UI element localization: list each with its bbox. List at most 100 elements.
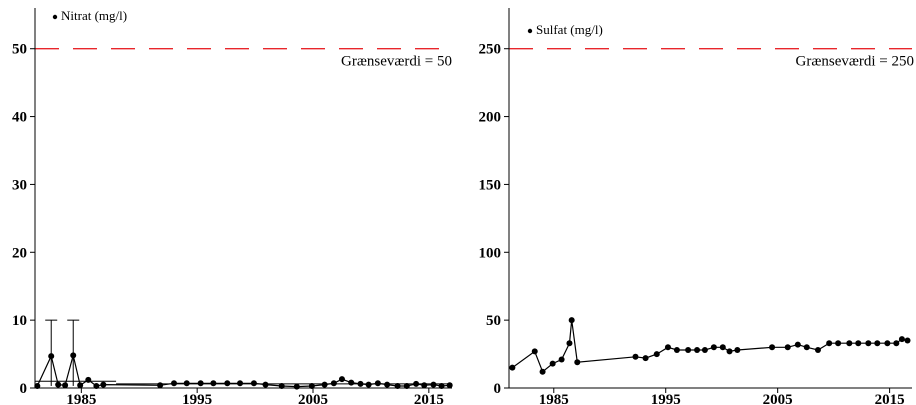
sulfat-data-point	[846, 340, 853, 347]
nitrat-data-point	[394, 382, 401, 389]
nitrat-data-point	[338, 376, 345, 383]
sulfat-data-point	[531, 348, 538, 355]
nitrat-data-point	[157, 382, 164, 389]
nitrat-data-point	[403, 382, 410, 389]
sulfat-y-tick-label: 100	[479, 245, 502, 261]
nitrat-data-point	[197, 380, 204, 387]
nitrat-data-point	[183, 380, 190, 387]
sulfat-ticks: 0 50 100 150 200 250 1985 1995 2005 2015	[479, 42, 905, 405]
sulfat-data-point	[568, 317, 575, 324]
nitrat-data-point	[446, 382, 453, 389]
sulfat-x-tick-label: 2005	[763, 392, 793, 405]
sulfat-data-point	[685, 347, 692, 353]
nitrat-data-point	[100, 381, 107, 388]
nitrat-series	[34, 352, 453, 390]
nitrat-y-tick-label: 0	[20, 381, 28, 397]
sulfat-data-point	[904, 337, 911, 344]
nitrat-legend: Nitrat (mg/l)	[52, 8, 127, 23]
nitrat-data-point	[308, 382, 315, 389]
nitrat-legend-marker	[52, 14, 58, 20]
sulfat-data-point	[855, 340, 862, 347]
sulfat-data-point	[769, 344, 776, 351]
nitrat-y-tick-label: 40	[12, 110, 27, 126]
nitrat-data-point	[293, 383, 300, 390]
nitrat-x-tick-label: 2005	[298, 392, 328, 405]
nitrat-x-tick-label: 1985	[66, 392, 96, 405]
nitrat-y-tick-label: 20	[12, 245, 27, 261]
nitrat-data-point	[48, 353, 55, 360]
nitrat-data-point	[321, 381, 328, 388]
sulfat-data-point	[549, 360, 556, 367]
sulfat-data-point	[826, 340, 833, 347]
sulfat-x-tick-label: 2015	[875, 392, 905, 405]
nitrat-legend-label: Nitrat (mg/l)	[61, 8, 127, 23]
sulfat-y-tick-label: 200	[479, 110, 502, 126]
sulfat-y-tick-label: 150	[479, 177, 502, 193]
nitrat-data-point	[85, 376, 92, 383]
nitrat-axes	[34, 8, 452, 389]
nitrat-y-tick-label: 50	[12, 42, 27, 58]
nitrat-data-point	[278, 382, 285, 389]
nitrat-data-point	[93, 382, 100, 389]
sulfat-data-point	[874, 340, 881, 347]
nitrat-data-point	[384, 381, 391, 388]
nitrat-data-point	[62, 382, 69, 389]
sulfat-data-point	[719, 344, 726, 351]
sulfat-legend: Sulfat (mg/l)	[527, 22, 603, 37]
nitrat-data-point	[250, 380, 257, 387]
nitrat-data-point	[413, 380, 420, 387]
nitrat-data-point	[262, 381, 269, 388]
nitrat-chart: Grænseværdi = 50 Nitrat (mg/l) 0 10 20 30 40…	[12, 8, 453, 405]
sulfat-data-point	[632, 353, 639, 360]
sulfat-chart: Grænseværdi = 250 Sulfat (mg/l) 0 50 100 15…	[479, 8, 914, 405]
sulfat-data-point	[734, 347, 741, 353]
nitrat-data-point	[237, 380, 244, 387]
nitrat-data-point	[34, 382, 41, 389]
nitrat-ticks: 0 10 20 30 40 50 1985 1995 2005 2015	[12, 42, 444, 405]
nitrat-y-tick-label: 30	[12, 177, 27, 193]
sulfat-y-tick-label: 50	[486, 313, 501, 329]
nitrat-x-tick-label: 2015	[414, 392, 444, 405]
sulfat-data-point	[673, 347, 680, 353]
sulfat-series	[509, 317, 911, 375]
sulfat-data-point	[893, 340, 900, 347]
nitrat-data-point	[438, 382, 445, 389]
sulfat-threshold-label: Grænseværdi = 250	[796, 54, 914, 70]
nitrat-threshold-label: Grænseværdi = 50	[341, 54, 452, 70]
sulfat-data-point	[653, 351, 660, 358]
nitrat-data-point	[70, 352, 77, 359]
nitrat-data-point	[430, 381, 437, 388]
sulfat-data-point	[574, 359, 581, 366]
sulfat-data-point	[558, 356, 565, 363]
sulfat-data-point	[884, 340, 891, 347]
sulfat-data-point	[803, 344, 810, 351]
nitrat-data-point	[374, 380, 381, 387]
nitrat-error-bars	[35, 319, 452, 386]
sulfat-data-point	[865, 340, 872, 347]
nitrat-data-point	[421, 382, 428, 389]
sulfat-legend-label: Sulfat (mg/l)	[536, 22, 603, 37]
nitrat-data-point	[365, 381, 372, 388]
sulfat-data-point	[701, 347, 708, 353]
sulfat-data-point	[664, 344, 671, 351]
sulfat-x-tick-label: 1985	[539, 392, 569, 405]
nitrat-y-tick-label: 10	[12, 313, 27, 329]
sulfat-data-point	[726, 348, 733, 355]
sulfat-axes	[508, 8, 912, 389]
sulfat-data-point	[898, 336, 905, 343]
sulfat-data-point	[710, 344, 717, 351]
sulfat-data-point	[835, 340, 842, 347]
sulfat-data-point	[642, 355, 649, 362]
sulfat-data-point	[539, 368, 546, 375]
nitrat-data-point	[357, 380, 364, 387]
sulfat-data-point	[509, 364, 516, 371]
sulfat-data-point	[814, 347, 821, 353]
nitrat-data-point	[55, 381, 62, 388]
sulfat-data-point	[694, 347, 701, 353]
sulfat-y-tick-label: 250	[479, 42, 502, 58]
nitrat-data-point	[348, 379, 355, 386]
nitrat-x-tick-label: 1995	[182, 392, 212, 405]
sulfat-data-point	[566, 340, 573, 347]
sulfat-y-tick-label: 0	[494, 381, 502, 397]
